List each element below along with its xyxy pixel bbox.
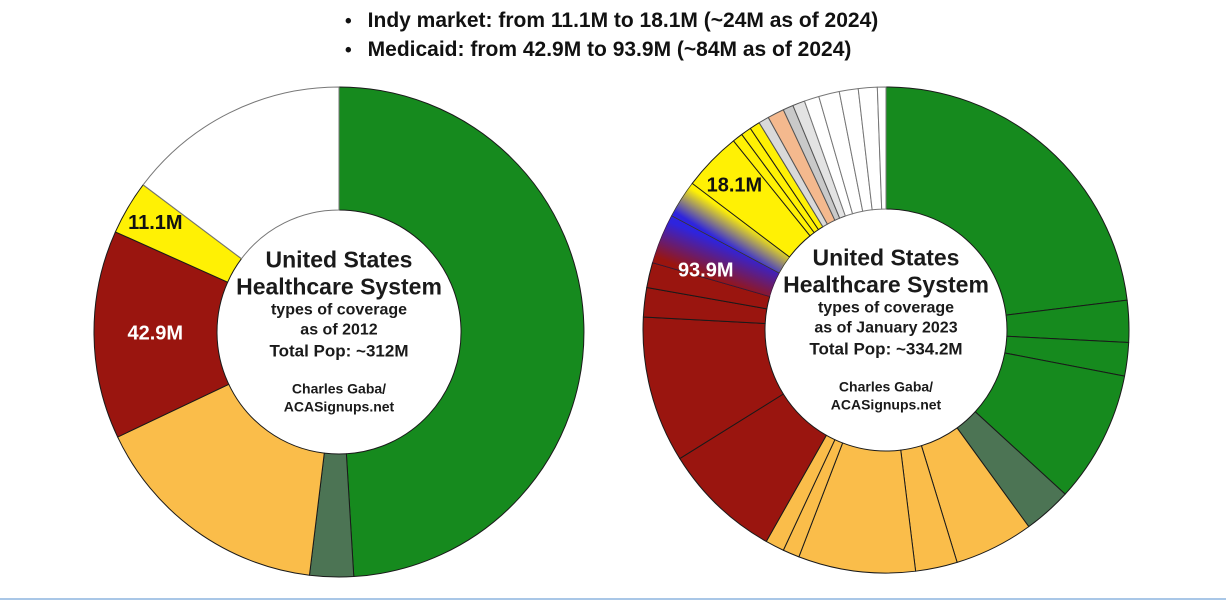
donut-2023-subtitle-line1: types of coverage — [817, 299, 955, 317]
donut-2012-value-label-medicaid-red: 42.9M — [127, 323, 183, 345]
bullet-dot: • — [345, 40, 352, 61]
header-bullets: • Indy market: from 11.1M to 18.1M (~24M… — [345, 7, 878, 65]
donut-2023: 93.9M 18.1M — [642, 86, 1130, 574]
donut-2012-value-label-indy-market-yellow: 11.1M — [128, 212, 182, 234]
donut-2012-credit-line1: Charles Gaba/ — [291, 380, 387, 397]
bullet-dot: • — [345, 11, 352, 32]
bullet-item-medicaid: • Medicaid: from 42.9M to 93.9M (~84M as… — [345, 36, 878, 65]
donut-2023-segment-white-5 — [876, 86, 887, 210]
donut-2023-center-text: United States Healthcare System types of… — [783, 245, 989, 414]
bullet-text-medicaid: Medicaid: from 42.9M to 93.9M (~84M as o… — [367, 38, 852, 61]
donut-2012-center-text: United States Healthcare System types of… — [236, 247, 442, 416]
donut-2023-value-label-indy-market-yellow-1: 18.1M — [707, 174, 763, 196]
donut-2023-title-line1: United States — [812, 244, 960, 271]
donut-2023-credit-line1: Charles Gaba/ — [838, 378, 934, 395]
donut-2023-subtitle-line2: as of January 2023 — [814, 319, 958, 337]
donut-2012-segment-green — [338, 86, 585, 578]
donut-2012-segment-medicaid-red — [93, 231, 230, 438]
donut-2023-segment-green-1 — [885, 86, 1128, 316]
donut-2023-title-line2: Healthcare System — [783, 271, 989, 298]
bullet-text-indy: Indy market: from 11.1M to 18.1M (~24M a… — [367, 9, 879, 32]
bullet-item-indy: • Indy market: from 11.1M to 18.1M (~24M… — [345, 7, 878, 36]
donut-2012: 42.9M 11.1M — [93, 86, 585, 578]
donut-2023-value-label-medicaid-red-4: 93.9M — [678, 260, 734, 282]
donut-2012-segment-gold — [117, 383, 325, 576]
donut-2023-total-pop: Total Pop: ~334.2M — [809, 339, 963, 359]
donut-2012-title-line1: United States — [265, 246, 413, 273]
donut-2012-credit-line2: ACASignups.net — [283, 398, 395, 415]
donut-2012-subtitle-line2: as of 2012 — [300, 321, 378, 339]
donut-2012-subtitle-line1: types of coverage — [270, 301, 408, 319]
donut-2012-total-pop: Total Pop: ~312M — [269, 341, 409, 361]
donut-2023-credit-line2: ACASignups.net — [830, 396, 942, 413]
donut-2012-segment-white — [142, 86, 340, 260]
bottom-border — [0, 598, 1226, 600]
donut-2012-title-line2: Healthcare System — [236, 273, 442, 300]
